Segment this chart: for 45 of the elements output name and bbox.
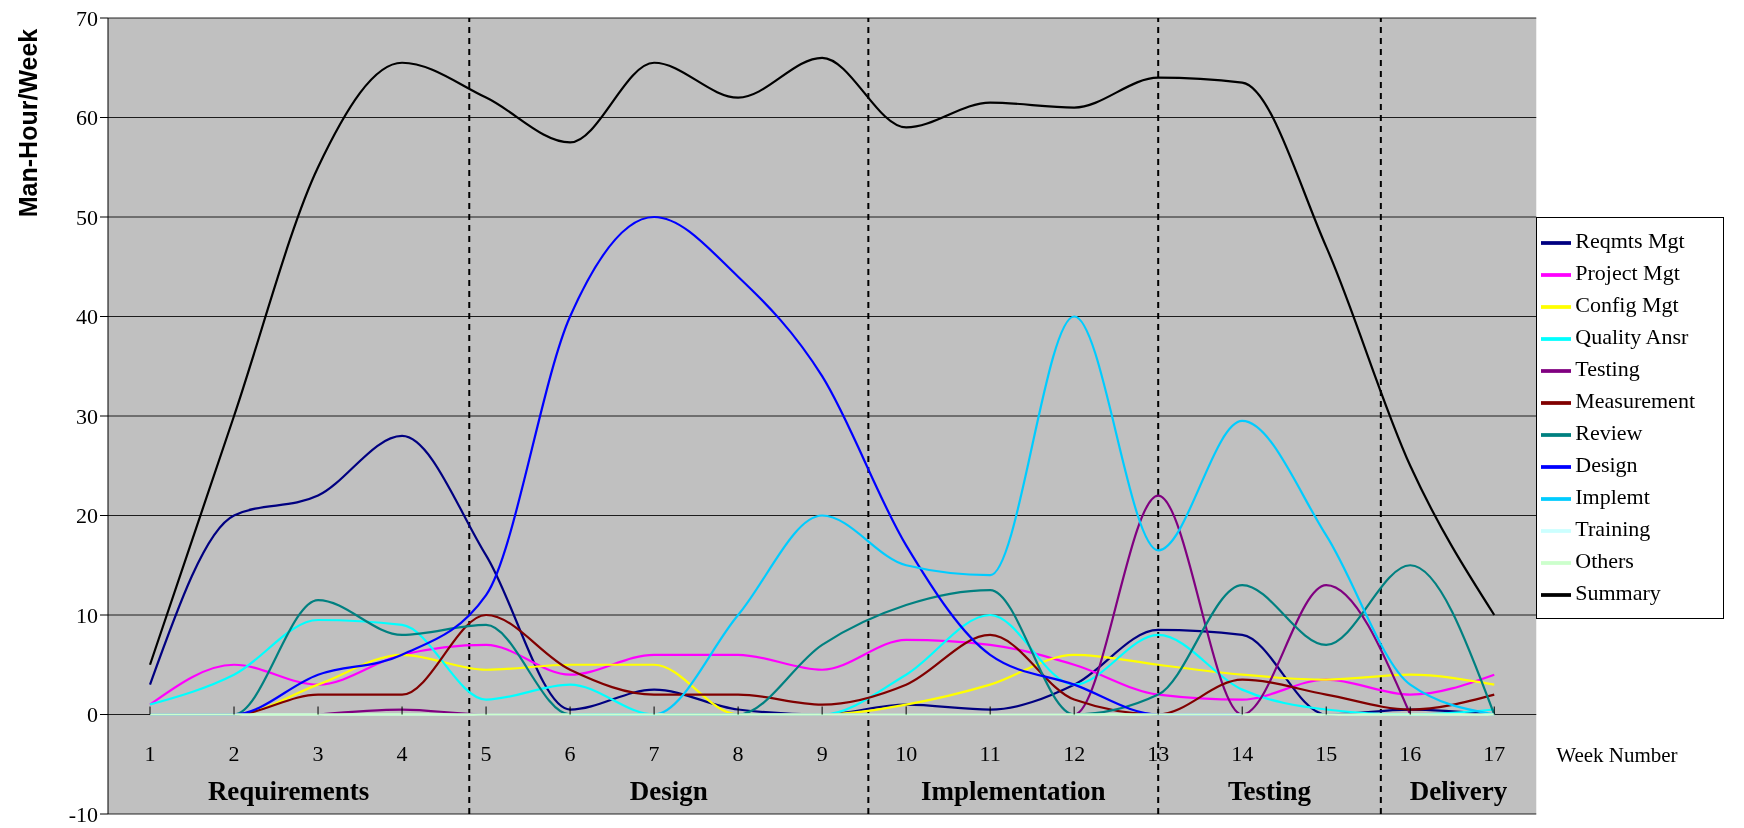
y-tick-label: 50	[76, 204, 98, 230]
x-tick-label: 2	[228, 741, 240, 767]
legend-label: Project Mgt	[1575, 260, 1680, 286]
x-tick-label: 6	[564, 741, 576, 767]
legend-label: Config Mgt	[1575, 292, 1679, 318]
y-tick-label: 40	[76, 304, 98, 330]
x-tick-label: 12	[1063, 741, 1086, 767]
x-tick-label: 8	[732, 741, 744, 767]
y-axis-title: Man-Hour/Week	[14, 28, 42, 218]
legend-label: Measurement	[1575, 388, 1695, 414]
annotation: Implementation	[921, 776, 1106, 806]
x-tick-label: 5	[480, 741, 492, 767]
x-tick-label: 1	[144, 741, 156, 767]
legend-label: Training	[1575, 515, 1651, 541]
y-tick-label: -10	[68, 801, 98, 827]
y-tick-label: 20	[76, 503, 98, 529]
legend-label: Design	[1575, 451, 1638, 477]
legend-label: Quality Ansr	[1575, 324, 1689, 350]
y-tick-label: 10	[76, 602, 98, 628]
x-tick-label: 15	[1315, 741, 1338, 767]
legend-label: Summary	[1575, 579, 1661, 605]
annotation: Design	[629, 776, 708, 806]
y-tick-label: 70	[76, 5, 98, 31]
x-tick-label: 16	[1399, 741, 1422, 767]
x-axis-title: Week Number	[1556, 743, 1678, 768]
x-tick-label: 14	[1231, 741, 1254, 767]
y-tick-label: 0	[87, 702, 98, 728]
x-tick-label: 4	[396, 741, 408, 767]
legend-label: Reqmts Mgt	[1575, 228, 1685, 254]
y-tick-label: 60	[76, 105, 98, 131]
annotation: Testing	[1228, 776, 1312, 806]
annotation: Requirements	[207, 776, 370, 806]
x-tick-label: 7	[648, 741, 660, 767]
x-tick-label: 13	[1147, 741, 1170, 767]
legend-label: Others	[1575, 547, 1634, 573]
legend-label: Implemt	[1575, 483, 1650, 509]
y-tick-label: 30	[76, 403, 98, 429]
annotation: Delivery	[1409, 776, 1508, 806]
x-tick-label: 9	[816, 741, 828, 767]
x-tick-label: 10	[895, 741, 918, 767]
x-tick-label: 17	[1483, 741, 1506, 767]
x-tick-label: 3	[312, 741, 324, 767]
legend-label: Testing	[1575, 356, 1640, 382]
legend-label: Review	[1575, 420, 1643, 445]
x-tick-label: 11	[979, 741, 1001, 767]
